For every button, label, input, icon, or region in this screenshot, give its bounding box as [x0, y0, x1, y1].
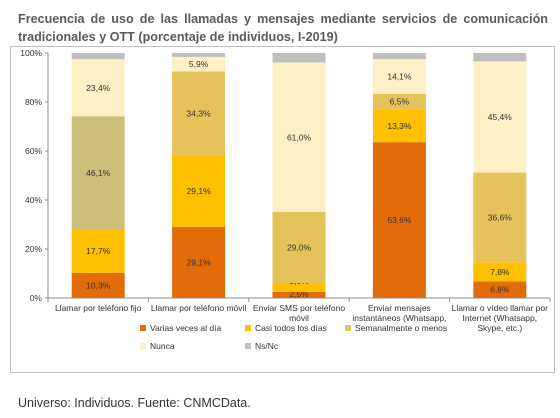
legend-label: Varias veces al día — [150, 323, 221, 333]
data-label: 45,4% — [488, 112, 513, 122]
bar-segment — [473, 53, 527, 62]
bar-segment — [372, 109, 426, 143]
data-label: 13,3% — [387, 121, 412, 131]
data-label: 34,3% — [187, 108, 212, 118]
bar-segment — [172, 71, 226, 156]
data-label: 29,1% — [187, 257, 212, 267]
data-label: 46,1% — [86, 168, 111, 178]
data-label: 10,3% — [86, 280, 111, 290]
bar-segment — [71, 272, 125, 298]
data-label: 29,1% — [187, 186, 212, 196]
data-label: 14,1% — [387, 71, 412, 81]
x-category-label: Skype, etc.) — [477, 323, 522, 333]
chart-frame — [10, 46, 555, 373]
x-category-label: Enviar mensajes — [368, 303, 431, 313]
bar-segment — [272, 212, 326, 284]
x-category-label: instantáneos (Whatsapp, — [352, 313, 446, 323]
data-label: 29,0% — [287, 243, 312, 253]
bar-segment — [172, 53, 226, 57]
bar-segment — [372, 142, 426, 298]
bar-segment — [71, 116, 125, 230]
chart-title: Frecuencia de uso de las llamadas y mens… — [18, 12, 548, 44]
bar-segment — [71, 59, 125, 117]
y-tick-label: 100% — [20, 48, 42, 58]
bar-segment — [473, 61, 527, 173]
bar-segment — [71, 229, 125, 273]
bar-segment — [172, 226, 226, 298]
bar-segment — [473, 281, 527, 298]
data-label: 23,4% — [86, 83, 111, 93]
bar-segment — [372, 53, 426, 60]
data-label: 36,6% — [488, 212, 513, 222]
bar-segment — [473, 172, 527, 263]
legend-label: Nunca — [150, 341, 175, 351]
x-category-label: Llamar o vídeo llamar por — [452, 303, 549, 313]
data-label: 61,0% — [287, 132, 312, 142]
legend-swatch — [140, 343, 146, 349]
bar-segment — [473, 262, 527, 282]
x-category-label: móvil — [289, 313, 309, 323]
legend-swatch — [245, 325, 251, 331]
data-label: 2,5% — [289, 289, 309, 299]
bar-segment — [272, 62, 326, 213]
x-category-label: Llamar por teléfono móvil — [151, 303, 247, 313]
y-tick-label: 60% — [25, 146, 42, 156]
bar-segment — [272, 283, 326, 292]
bar-segment — [272, 53, 326, 63]
bar-segment — [71, 53, 125, 60]
x-category-label: Enviar SMS por teléfono — [253, 303, 345, 313]
x-category-label: ... — [396, 323, 403, 333]
source-note: Universo: Individuos. Fuente: CNMCData. — [18, 396, 251, 410]
x-category-label: Internet (Whatsapp, — [462, 313, 537, 323]
bar-segment — [372, 93, 426, 110]
legend-label: Casi todos los días — [255, 323, 327, 333]
y-tick-label: 0% — [30, 293, 43, 303]
y-tick-label: 40% — [25, 195, 42, 205]
x-category-label: Llamar por teléfono fijo — [55, 303, 142, 313]
data-label: 5,9% — [189, 59, 209, 69]
legend-swatch — [345, 325, 351, 331]
data-label: 6,5% — [390, 97, 410, 107]
data-label: 63,6% — [387, 215, 412, 225]
legend-swatch — [245, 343, 251, 349]
bar-segment — [172, 56, 226, 72]
legend-swatch — [140, 325, 146, 331]
y-tick-label: 20% — [25, 244, 42, 254]
data-label: 17,7% — [86, 246, 111, 256]
legend-label: Semanalmente o menos — [355, 323, 447, 333]
y-tick-label: 80% — [25, 97, 42, 107]
bar-segment — [272, 291, 326, 298]
bar-segment — [172, 155, 226, 227]
data-label: 7,8% — [490, 267, 510, 277]
legend-label: Ns/Nc — [255, 341, 279, 351]
data-label: 6,8% — [490, 285, 510, 295]
bar-segment — [372, 59, 426, 94]
